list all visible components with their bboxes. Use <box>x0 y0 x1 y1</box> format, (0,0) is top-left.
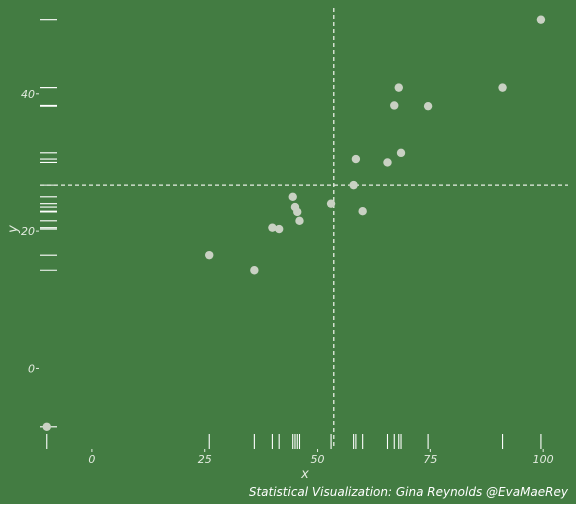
data-point <box>423 101 433 111</box>
data-point <box>293 207 302 217</box>
chart-caption: Statistical Visualization: Gina Reynolds… <box>249 485 569 499</box>
data-point <box>42 422 51 431</box>
x-tick-label: 50 <box>311 453 325 466</box>
data-points <box>42 15 546 431</box>
data-point <box>205 250 214 260</box>
data-point <box>295 216 304 226</box>
x-tick-label: 75 <box>423 453 437 466</box>
y-tick-label: 40 <box>21 88 35 101</box>
data-point <box>274 224 284 234</box>
data-point <box>288 192 297 201</box>
data-point <box>250 266 259 275</box>
x-axis-title: x <box>300 467 309 482</box>
y-tick-label: 0 <box>28 362 35 375</box>
y-axis-title: y <box>6 225 21 234</box>
mean-reference-lines <box>40 8 568 448</box>
data-point <box>536 15 546 24</box>
data-point <box>351 154 361 164</box>
data-point <box>383 158 392 167</box>
data-point <box>394 83 403 92</box>
data-point <box>358 207 367 216</box>
data-point <box>396 148 406 158</box>
y-axis-ticks: 0 20 40 <box>21 88 39 375</box>
x-tick-label: 0 <box>88 453 95 466</box>
x-rug <box>46 434 542 449</box>
data-point <box>349 180 358 190</box>
data-point <box>498 83 507 92</box>
data-point <box>390 101 399 110</box>
data-point <box>326 199 336 208</box>
x-tick-label: 100 <box>533 453 554 466</box>
data-point <box>268 223 277 232</box>
x-tick-label: 25 <box>198 453 212 466</box>
x-axis-ticks: 0 25 50 75 100 <box>88 449 554 466</box>
y-tick-label: 20 <box>21 225 35 238</box>
